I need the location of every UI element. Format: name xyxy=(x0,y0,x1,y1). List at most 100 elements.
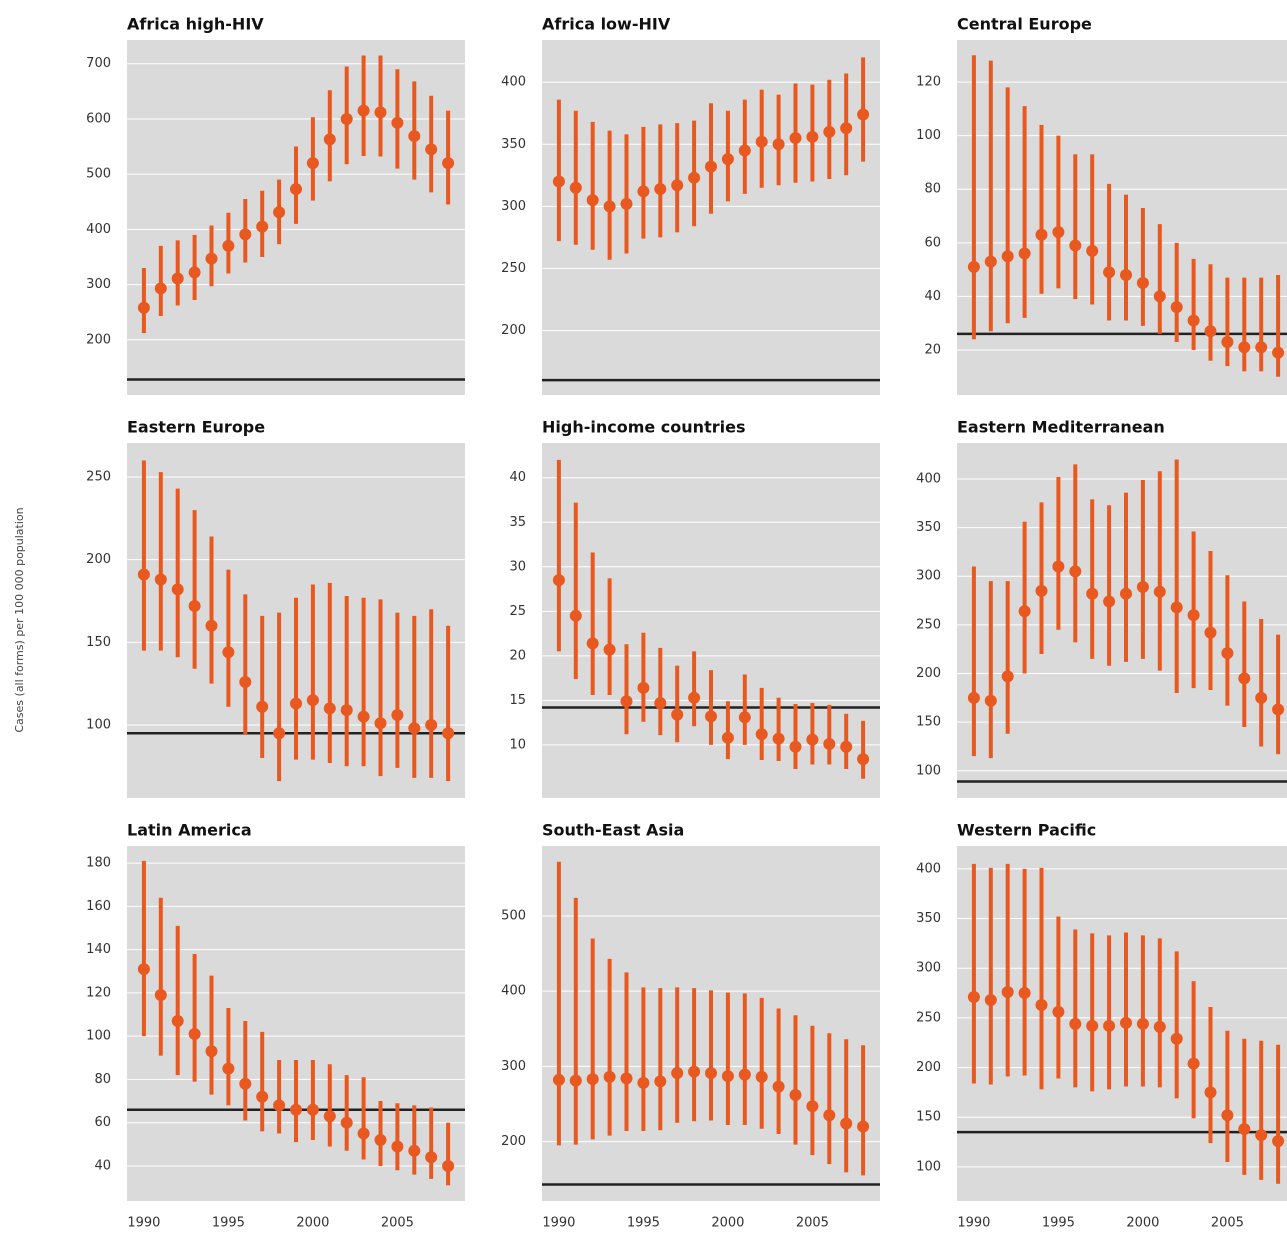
panel-title: Central Europe xyxy=(957,15,1092,34)
point xyxy=(137,568,150,581)
point xyxy=(569,1074,582,1087)
panel-title: Eastern Mediterranean xyxy=(957,418,1165,437)
y-tick-label: 200 xyxy=(501,323,526,338)
point xyxy=(188,1027,201,1040)
point xyxy=(857,108,870,121)
point xyxy=(1153,1020,1166,1033)
y-tick-label: 160 xyxy=(86,899,111,914)
point xyxy=(408,130,421,143)
x-tick-label: 1995 xyxy=(1042,1216,1075,1231)
point xyxy=(374,1133,387,1146)
point xyxy=(425,1151,438,1164)
y-tick-label: 200 xyxy=(86,552,111,567)
point xyxy=(306,694,319,707)
point xyxy=(239,675,252,688)
y-tick-label: 60 xyxy=(94,1115,111,1130)
y-tick-label: 250 xyxy=(501,261,526,276)
y-tick-label: 40 xyxy=(509,470,526,485)
point xyxy=(772,732,785,745)
panel: Eastern Mediterranean 100 150 200 250 300 350 4… xyxy=(916,418,1287,798)
panel: High-income countries 10 15 20 25 30 35 40 xyxy=(509,418,880,798)
panel-title: Africa low-HIV xyxy=(542,15,671,34)
point xyxy=(442,1159,455,1172)
point xyxy=(1103,595,1116,608)
panel-title: Africa high-HIV xyxy=(127,15,264,34)
point xyxy=(1204,1086,1217,1099)
point xyxy=(239,228,252,241)
point xyxy=(840,1117,853,1130)
y-tick-label: 300 xyxy=(86,277,111,292)
y-tick-label: 400 xyxy=(501,984,526,999)
panel: South-East Asia 200 300 400 500 1990 1995 2000 2… xyxy=(501,821,880,1231)
point xyxy=(620,197,633,210)
point xyxy=(789,1088,802,1101)
point xyxy=(391,116,404,129)
y-tick-label: 100 xyxy=(916,128,941,143)
point xyxy=(1238,1123,1251,1136)
point xyxy=(1120,587,1132,600)
point xyxy=(290,697,302,710)
point xyxy=(1187,1057,1200,1070)
point xyxy=(1035,228,1048,241)
y-tick-label: 100 xyxy=(86,717,111,732)
y-tick-label: 200 xyxy=(86,332,111,347)
y-axis-label: Cases (all forms) per 100 000 population xyxy=(13,507,26,732)
panel: Western Pacific 100 150 200 250 300 350 400 1990… xyxy=(916,821,1287,1231)
point xyxy=(823,1109,836,1122)
point xyxy=(306,157,319,170)
point xyxy=(1221,335,1234,348)
point xyxy=(1086,587,1099,600)
point xyxy=(755,728,768,741)
point xyxy=(222,239,235,252)
point xyxy=(840,122,853,135)
point xyxy=(340,1116,353,1129)
y-tick-label: 25 xyxy=(509,604,526,619)
y-tick-label: 350 xyxy=(916,911,941,926)
point xyxy=(1052,1005,1065,1018)
point xyxy=(1272,1135,1285,1148)
y-tick-label: 500 xyxy=(86,167,111,182)
point xyxy=(1255,1129,1268,1142)
point xyxy=(967,691,980,704)
point xyxy=(1272,346,1285,359)
point xyxy=(256,700,269,713)
point xyxy=(154,989,167,1002)
point xyxy=(984,694,997,707)
y-tick-label: 40 xyxy=(94,1158,111,1173)
point xyxy=(806,130,819,143)
point xyxy=(171,1015,184,1028)
point xyxy=(789,132,802,145)
point xyxy=(239,1077,252,1090)
y-tick-label: 300 xyxy=(916,961,941,976)
point xyxy=(1136,277,1149,290)
point xyxy=(688,1065,701,1078)
point xyxy=(671,1067,684,1080)
point xyxy=(738,1068,751,1081)
point xyxy=(738,711,751,724)
y-tick-label: 400 xyxy=(86,222,111,237)
y-tick-label: 250 xyxy=(86,470,111,485)
point xyxy=(357,1127,370,1140)
point xyxy=(1255,341,1268,354)
panel: Eastern Europe 100 150 200 250 xyxy=(86,418,465,798)
point xyxy=(256,1090,269,1103)
point xyxy=(137,963,150,976)
point xyxy=(205,619,218,632)
y-tick-label: 350 xyxy=(916,520,941,535)
point xyxy=(1204,626,1217,639)
panel: Latin America 40 60 80 100 120 140 160 180 1990 19… xyxy=(86,821,465,1231)
point xyxy=(984,994,997,1007)
y-tick-label: 80 xyxy=(924,182,941,197)
panel: Africa low-HIV 200 250 300 350 400 xyxy=(501,15,880,395)
y-tick-label: 400 xyxy=(916,861,941,876)
point xyxy=(586,1073,599,1086)
point xyxy=(1018,987,1031,1000)
point xyxy=(1018,247,1031,260)
point xyxy=(654,182,667,195)
point xyxy=(171,272,184,285)
point xyxy=(290,183,302,196)
point xyxy=(188,599,201,612)
point xyxy=(1069,1017,1082,1030)
point xyxy=(374,717,387,730)
